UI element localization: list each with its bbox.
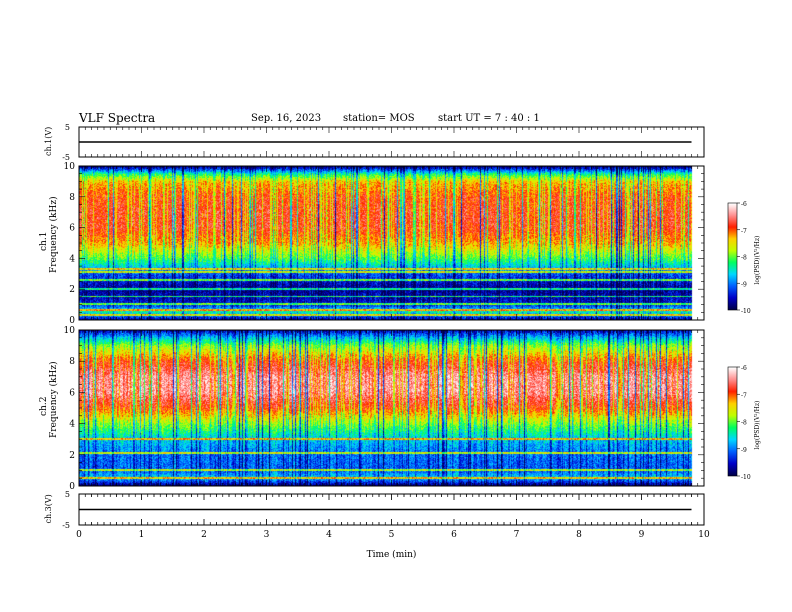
y-tick-label: 4 [69, 254, 75, 264]
x-tick-label: 3 [264, 530, 270, 540]
y-tick-label: -5 [62, 521, 70, 530]
colorbar-tick-label: -6 [741, 201, 747, 208]
colorbar-tick-label: -6 [741, 365, 747, 372]
colorbar-title: log(PSD)(V²/Hz) [754, 401, 761, 450]
y-tick-label: 4 [69, 420, 75, 430]
colorbar-tick-label: -10 [741, 474, 751, 481]
recording-date: Sep. 16, 2023 [251, 113, 322, 124]
colorbar-tick-label: -10 [741, 308, 751, 315]
x-axis-label: Time (min) [367, 549, 417, 560]
ch3-waveform-ylabel: ch.3(V) [44, 494, 53, 523]
colorbar-2 [728, 367, 737, 476]
colorbar-1 [728, 203, 737, 310]
y-tick-label: 2 [69, 285, 75, 295]
y-tick-label: 6 [69, 224, 75, 234]
colorbar-tick-label: -9 [741, 281, 747, 288]
ch1-waveform-ylabel: ch.1(V) [44, 127, 53, 156]
y-tick-label: 0 [69, 482, 75, 492]
x-tick-label: 9 [639, 530, 645, 540]
station-label: station= MOS [343, 113, 415, 124]
y-tick-label: 2 [69, 451, 75, 461]
colorbar-tick-label: -7 [741, 392, 747, 399]
y-tick-label: 0 [69, 316, 75, 326]
y-tick-label: 8 [69, 193, 75, 203]
colorbar-tick-label: -7 [741, 228, 747, 235]
ch2-spectrogram-ylabel: Frequency (kHz) [48, 361, 59, 438]
figure-title: VLF Spectra [79, 111, 156, 125]
ch1-spectrogram-image [79, 166, 704, 320]
ch2-spectrogram-channel-label: ch.2 [39, 397, 49, 416]
y-tick-label: 10 [64, 162, 76, 172]
ch1-spectrogram-ylabel: Frequency (kHz) [48, 196, 59, 273]
ch1-spectrogram-channel-label: ch.1 [39, 232, 49, 251]
x-tick-label: 4 [326, 530, 332, 540]
colorbar-tick-label: -9 [741, 447, 747, 454]
y-tick-label: 5 [65, 123, 70, 132]
start-time-label: start UT = 7 : 40 : 1 [438, 113, 540, 124]
spectrogram-images [79, 166, 737, 486]
x-tick-label: 1 [139, 530, 145, 540]
y-tick-label: -5 [62, 153, 70, 162]
y-tick-label: 10 [64, 326, 76, 336]
x-tick-label: 8 [576, 530, 582, 540]
y-tick-label: 8 [69, 357, 75, 367]
x-tick-label: 7 [514, 530, 520, 540]
colorbar-tick-label: -8 [741, 420, 747, 427]
colorbar-tick-label: -8 [741, 255, 747, 262]
x-tick-label: 0 [76, 530, 82, 540]
ch2-spectrogram-image [79, 330, 704, 486]
y-tick-label: 6 [69, 388, 75, 398]
axis-ticks [78, 127, 740, 525]
colorbar-title: log(PSD)(V²/Hz) [754, 236, 761, 285]
x-tick-label: 6 [451, 530, 457, 540]
x-tick-label: 10 [698, 530, 710, 540]
x-tick-label: 2 [201, 530, 207, 540]
y-tick-label: 5 [65, 490, 70, 499]
x-tick-label: 5 [389, 530, 395, 540]
